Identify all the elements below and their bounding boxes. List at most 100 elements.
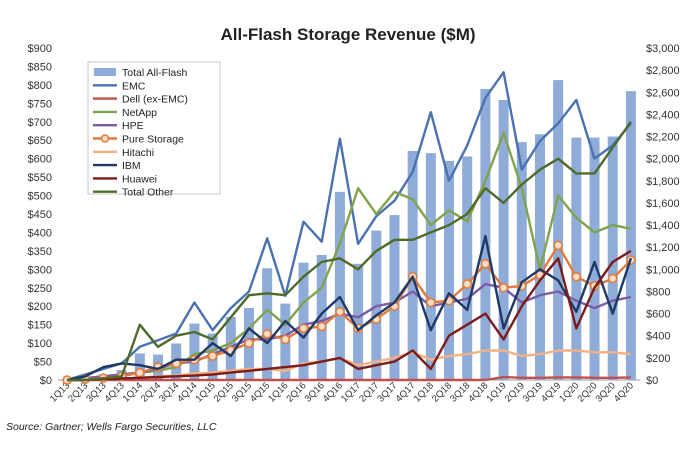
y-right-tick-label: $2,400 xyxy=(646,109,680,121)
x-tick-label: 3Q17 xyxy=(375,380,399,404)
bar-total-all-flash xyxy=(534,134,545,380)
marker-pure-storage xyxy=(262,329,272,339)
line-hitachi xyxy=(67,349,632,382)
y-left-tick-label: $850 xyxy=(28,61,52,73)
legend-label-ibm: IBM xyxy=(122,160,141,172)
bar-total-all-flash xyxy=(407,150,418,380)
y-left-tick-label: $200 xyxy=(28,301,52,313)
marker-pure-storage xyxy=(426,297,436,308)
bar-total-all-flash xyxy=(498,100,509,380)
bar-total-all-flash xyxy=(189,323,200,380)
legend-swatch-total-all-flash xyxy=(94,68,116,76)
y-right-tick-label: $1,400 xyxy=(646,220,680,232)
line-ibm xyxy=(66,234,633,382)
marker-pure-storage xyxy=(280,334,291,345)
chart-title: All-Flash Storage Revenue ($M) xyxy=(220,25,475,44)
x-tick-label: 2Q18 xyxy=(430,380,454,404)
x-tick-label: 2Q17 xyxy=(357,380,381,404)
bar-total-all-flash xyxy=(334,191,345,380)
marker-pure-storage xyxy=(244,338,254,348)
y-right-tick-label: $200 xyxy=(646,353,670,365)
bar-total-all-flash xyxy=(444,160,455,380)
x-tick-label: 2Q14 xyxy=(139,380,163,404)
marker-pure-storage xyxy=(316,321,327,332)
marker-pure-storage xyxy=(607,273,618,284)
y-left-tick-label: $50 xyxy=(34,357,52,369)
marker-pure-storage xyxy=(553,240,563,251)
y-right-tick-label: $2,200 xyxy=(646,132,680,144)
y-right-tick-label: $1,000 xyxy=(646,264,680,276)
y-left-tick-label: $300 xyxy=(28,264,52,276)
bar-total-all-flash xyxy=(571,137,582,380)
bar-total-all-flash xyxy=(425,153,436,380)
x-tick-label: 4Q14 xyxy=(175,380,199,404)
marker-pure-storage xyxy=(462,279,472,289)
marker-pure-storage xyxy=(135,367,145,378)
y-right-tick-label: $1,800 xyxy=(646,176,680,188)
y-left-tick-label: $600 xyxy=(28,154,52,166)
line-hpe xyxy=(66,282,632,382)
legend-label-hitachi: Hitachi xyxy=(122,147,154,159)
x-tick-label: 2Q13 xyxy=(66,380,90,404)
x-tick-label: 4Q15 xyxy=(248,380,272,404)
y-left-tick-label: $400 xyxy=(28,227,52,239)
y-right-tick-label: $1,600 xyxy=(646,198,680,210)
legend-marker-pure-storage xyxy=(100,134,110,143)
y-left-tick-label: $700 xyxy=(28,117,52,129)
y-left-tick-label: $0 xyxy=(40,375,52,387)
y-right-tick-label: $1,200 xyxy=(646,242,680,254)
y-left-tick-label: $650 xyxy=(28,135,52,147)
marker-pure-storage xyxy=(498,283,509,293)
x-tick-label: 3Q19 xyxy=(521,380,545,404)
bar-total-all-flash xyxy=(298,262,309,380)
x-tick-label: 2Q19 xyxy=(503,380,527,404)
legend-label-huawei: Huawei xyxy=(122,173,157,185)
bar-total-all-flash xyxy=(262,268,273,380)
line-huawei xyxy=(67,249,632,382)
x-tick-label: 3Q15 xyxy=(230,380,254,404)
y-left-tick-label: $800 xyxy=(28,80,52,92)
marker-pure-storage xyxy=(298,323,309,334)
bar-total-all-flash xyxy=(480,88,491,381)
legend-label-netapp: NetApp xyxy=(122,107,157,119)
legend-label-total-all-flash: Total All-Flash xyxy=(122,67,188,79)
x-tick-label: 4Q20 xyxy=(612,380,636,404)
marker-pure-storage xyxy=(571,271,582,282)
x-tick-label: 1Q20 xyxy=(557,380,581,404)
x-tick-label: 1Q14 xyxy=(121,380,145,404)
legend-label-hpe: HPE xyxy=(122,120,144,132)
legend-box xyxy=(87,61,221,195)
y-right-tick-label: $800 xyxy=(646,286,670,298)
y-left-tick-label: $150 xyxy=(28,320,52,332)
y-right-tick-label: $2,000 xyxy=(646,154,680,166)
line-emc xyxy=(66,71,632,381)
x-tick-label: 3Q16 xyxy=(303,380,327,404)
y-right-tick-label: $3,000 xyxy=(646,43,680,55)
y-left-tick-label: $350 xyxy=(28,246,52,258)
x-tick-label: 4Q17 xyxy=(394,380,418,404)
line-dell-ex-emc xyxy=(67,375,631,382)
y-left-tick-label: $250 xyxy=(28,283,52,295)
bar-total-all-flash xyxy=(553,80,564,381)
bar-total-all-flash xyxy=(607,136,618,380)
x-tick-label: 2Q15 xyxy=(212,380,236,404)
x-tick-label: 4Q16 xyxy=(321,380,345,404)
bar-total-all-flash xyxy=(389,215,400,380)
x-tick-label: 3Q13 xyxy=(84,380,108,404)
x-tick-label: 2Q16 xyxy=(284,380,308,404)
x-tick-label: 1Q17 xyxy=(339,380,363,404)
x-tick-label: 3Q14 xyxy=(157,380,181,404)
legend-label-pure-storage: Pure Storage xyxy=(122,134,184,146)
marker-pure-storage xyxy=(335,307,345,317)
y-left-tick-label: $450 xyxy=(28,209,52,221)
bar-total-all-flash xyxy=(625,91,636,380)
x-tick-label: 2Q20 xyxy=(575,380,599,404)
y-left-tick-label: $750 xyxy=(28,98,52,110)
x-tick-label: 3Q18 xyxy=(448,380,472,404)
x-tick-label: 1Q15 xyxy=(193,380,217,404)
y-left-tick-label: $500 xyxy=(28,191,52,203)
marker-pure-storage xyxy=(207,351,218,361)
y-right-tick-label: $0 xyxy=(646,375,658,387)
